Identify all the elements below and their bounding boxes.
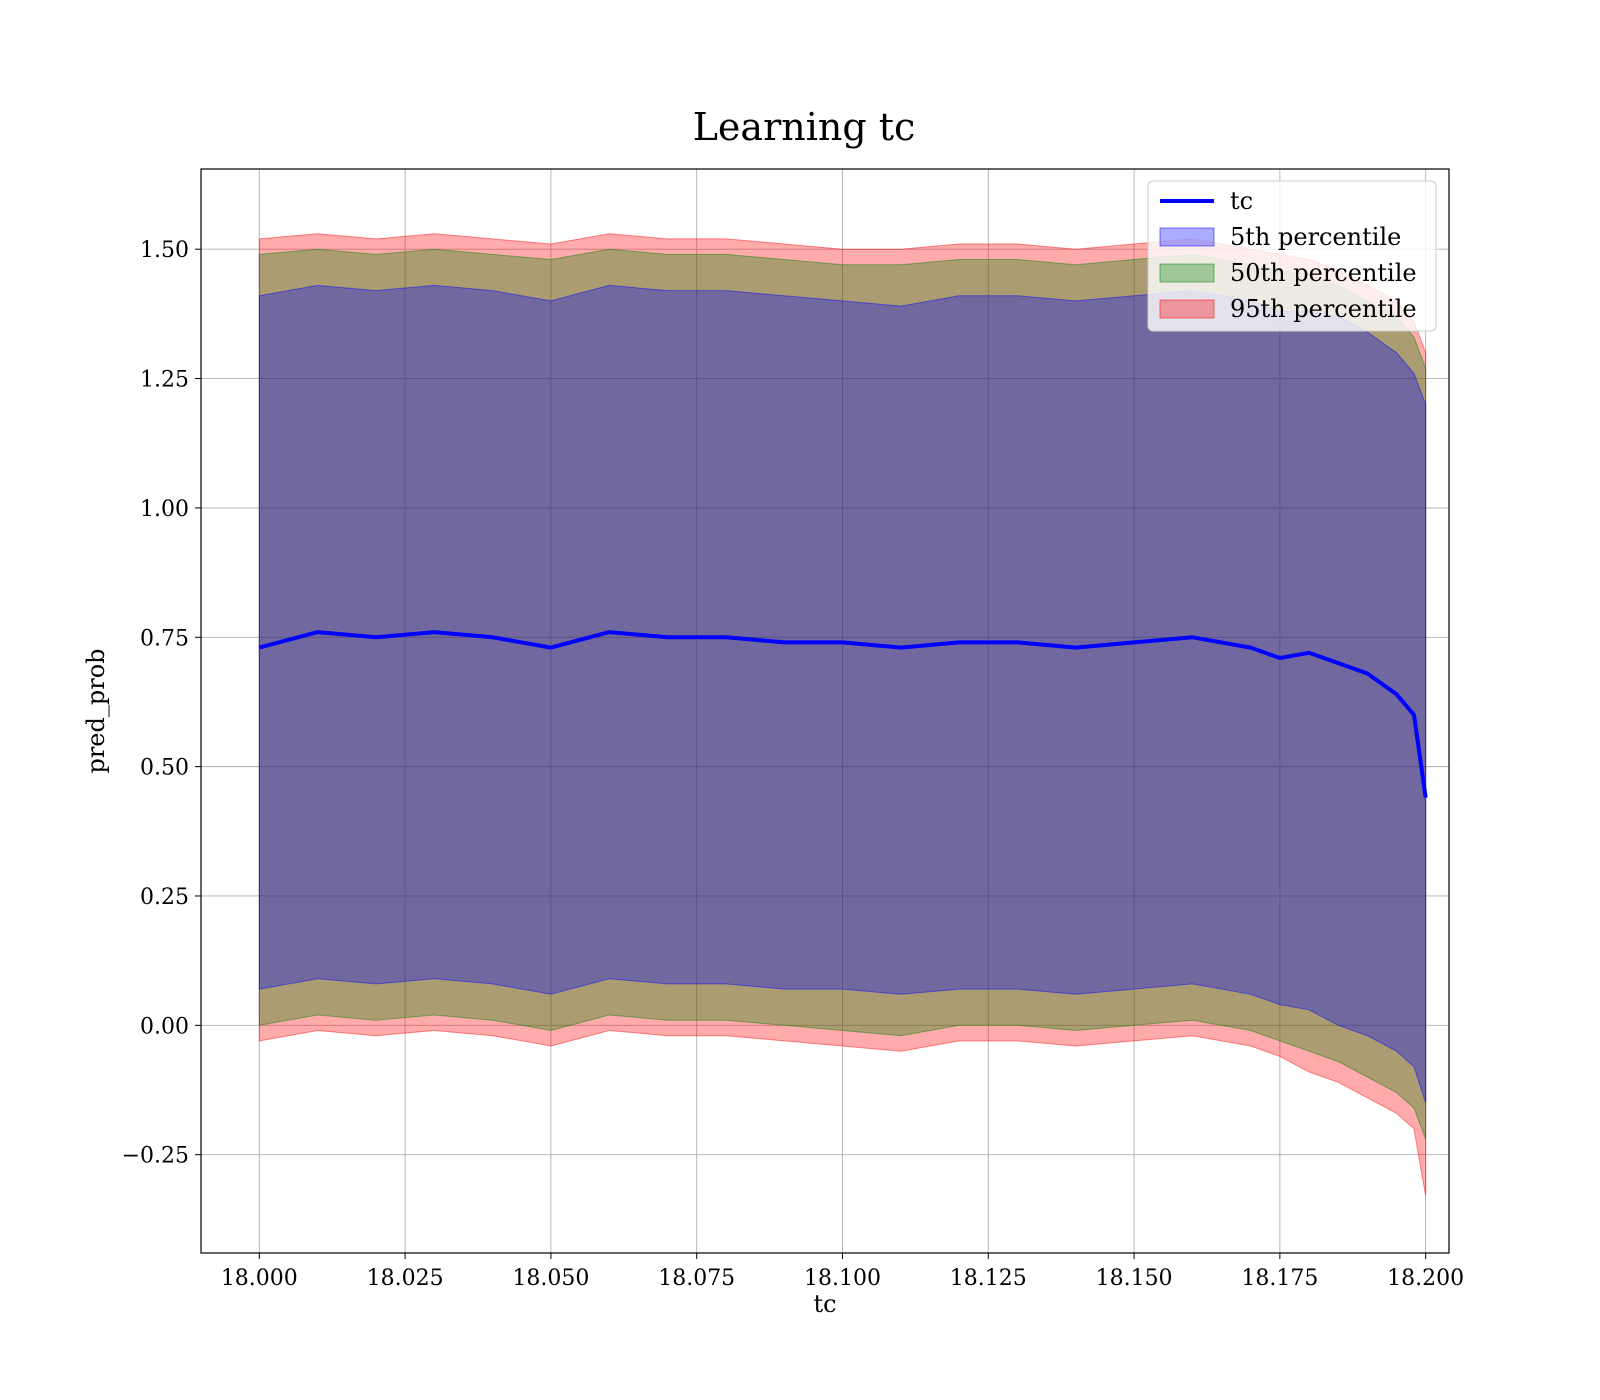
- x-tick-label: 18.025: [367, 1266, 444, 1291]
- legend-label: 5th percentile: [1230, 223, 1401, 251]
- x-tick-label: 18.200: [1387, 1266, 1464, 1291]
- plot-frame: [200, 168, 1450, 1254]
- x-tick-label: 18.100: [804, 1266, 881, 1291]
- legend-label: tc: [1230, 187, 1253, 215]
- legend-swatch: [1159, 263, 1215, 283]
- legend-swatch: [1159, 227, 1215, 247]
- grid: [201, 169, 1449, 1253]
- y-tick-label: 0.50: [140, 756, 189, 781]
- y-tick-label: 0.25: [140, 885, 189, 910]
- y-tick-label: −0.25: [122, 1144, 189, 1169]
- y-axis-label: pred_prob: [82, 648, 110, 773]
- percentile-bands: [258, 233, 1427, 1197]
- x-tick-label: 18.075: [658, 1266, 735, 1291]
- x-tick-label: 18.150: [1096, 1266, 1173, 1291]
- x-axis-label: tc: [813, 1290, 836, 1318]
- line-tc: [258, 630, 1428, 798]
- series-lines: [258, 630, 1428, 798]
- legend-label: 50th percentile: [1230, 259, 1417, 287]
- y-axis-ticks: −0.25 0.00 0.25 0.50 0.75 1.00 1.25 1.50: [122, 238, 201, 1169]
- chart-title: Learning tc: [693, 105, 916, 149]
- legend-label: 95th percentile: [1230, 295, 1417, 323]
- legend: tc 5th percentile 50th percentile 95th perc…: [1147, 180, 1437, 332]
- legend-box: [1147, 180, 1437, 332]
- band-95th-percentile: [258, 233, 1427, 1197]
- x-tick-label: 18.125: [950, 1266, 1027, 1291]
- y-tick-label: 1.25: [140, 368, 189, 393]
- y-tick-label: 0.00: [140, 1014, 189, 1039]
- x-axis-ticks: 18.000 18.025 18.050 18.075 18.100 18.125 18.1…: [221, 1253, 1464, 1291]
- x-tick-label: 18.000: [221, 1266, 298, 1291]
- y-tick-label: 1.50: [140, 238, 189, 263]
- band-50th-percentile: [258, 248, 1427, 1140]
- band-5th-percentile: [258, 284, 1427, 1104]
- x-tick-label: 18.175: [1241, 1266, 1318, 1291]
- x-tick-label: 18.050: [512, 1266, 589, 1291]
- y-tick-label: 1.00: [140, 497, 189, 522]
- legend-swatch: [1159, 299, 1215, 319]
- y-tick-label: 0.75: [140, 626, 189, 651]
